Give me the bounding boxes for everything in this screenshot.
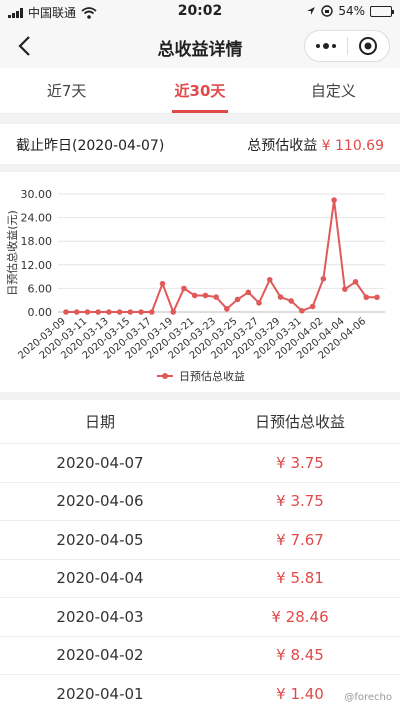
data-point: [245, 289, 252, 296]
data-point: [266, 276, 273, 283]
earnings-summary: 截止昨日(2020-04-07) 总预估收益 ¥ 110.69: [0, 124, 400, 164]
back-arrow-icon[interactable]: [14, 34, 38, 58]
table-row: 2020-04-06 ¥ 3.75: [0, 483, 400, 521]
data-point: [224, 306, 230, 312]
data-point: [342, 286, 348, 292]
data-point: [106, 309, 112, 315]
earnings-chart: 0.00 6.00 12.00 18.00 24.00 30.00 日预估总收益(元) 202…: [0, 172, 400, 392]
data-point: [320, 275, 327, 282]
data-point: [331, 197, 337, 203]
tab-custom[interactable]: 自定义: [310, 82, 356, 100]
table-row: 2020-04-01 ¥ 1.40: [0, 675, 400, 711]
row-date: 2020-04-02: [56, 646, 144, 665]
row-value: ¥ 7.67: [276, 530, 324, 549]
data-point: [309, 303, 316, 310]
watermark: @forecho: [344, 692, 392, 703]
capsule-divider: [346, 37, 348, 55]
data-point: [213, 294, 219, 300]
daily-earnings-table: 日期 日预估总收益 2020-04-07 ¥ 3.75 2020-04-06 ¥ 3…: [0, 400, 400, 711]
status-bar: 中国联通 20:02 54%: [0, 0, 400, 24]
data-point: [299, 308, 305, 314]
close-miniprogram-button[interactable]: [348, 31, 390, 61]
tab-7-days[interactable]: 近7天: [46, 82, 87, 100]
rotation-lock-icon: [321, 5, 334, 17]
header-date: 日期: [84, 413, 115, 431]
wifi-icon: [81, 6, 97, 19]
row-date: 2020-04-05: [56, 530, 144, 549]
battery-icon: [370, 5, 394, 17]
row-value: ¥ 5.81: [276, 569, 324, 588]
data-point: [138, 309, 144, 315]
total-earnings-label: 总预估收益: [247, 138, 318, 154]
tab-30-days[interactable]: 近30天: [133, 68, 266, 113]
line-chart: 0.006.0012.0018.0024.0030.00日预估总收益(元)202…: [5, 188, 385, 383]
table-row: 2020-04-05 ¥ 7.67: [0, 521, 400, 560]
more-button[interactable]: [305, 31, 347, 61]
page-title: 总收益详情: [157, 40, 243, 60]
data-point: [363, 294, 370, 301]
row-date: 2020-04-04: [56, 569, 144, 588]
data-point: [63, 309, 69, 315]
carrier-name: 中国联通: [28, 6, 77, 20]
table-header: 日期 日预估总收益: [0, 400, 400, 444]
target-circle-icon: [359, 37, 378, 55]
data-point: [288, 298, 295, 304]
data-point: [256, 300, 262, 306]
battery-percent: 54%: [338, 4, 365, 18]
data-point: [116, 309, 123, 315]
table-row: 2020-04-07 ¥ 3.75: [0, 444, 400, 483]
cellular-signal-icon: [8, 7, 23, 18]
row-value: ¥ 3.75: [276, 492, 324, 511]
legend-marker: [162, 373, 168, 379]
y-tick-label: 6.00: [28, 282, 53, 295]
data-point: [277, 294, 284, 300]
header-earnings: 日预估总收益: [254, 413, 345, 431]
y-tick-label: 18.00: [21, 235, 53, 248]
series-line: [66, 199, 377, 315]
row-value: ¥ 28.46: [271, 607, 329, 626]
row-date: 2020-04-03: [56, 607, 144, 626]
data-point: [95, 309, 101, 315]
data-point: [170, 309, 177, 315]
as-of-date: 截止昨日(2020-04-07): [16, 138, 165, 154]
data-point: [159, 280, 166, 287]
y-tick-label: 30.00: [21, 188, 53, 201]
row-value: ¥ 8.45: [276, 646, 324, 665]
data-point: [202, 292, 209, 299]
location-icon: [307, 7, 316, 15]
data-point: [234, 296, 241, 303]
status-left: 中国联通: [8, 4, 97, 21]
data-point: [352, 279, 359, 285]
y-tick-label: 24.00: [21, 212, 53, 225]
row-value: ¥ 1.40: [276, 684, 324, 703]
total-earnings-value: ¥ 110.69: [321, 138, 384, 154]
status-right: 54%: [306, 4, 394, 18]
table-row: 2020-04-03 ¥ 28.46: [0, 598, 400, 637]
nav-bar: 总收益详情: [0, 24, 400, 68]
data-point: [374, 294, 380, 301]
y-axis-label: 日预估总收益(元): [5, 210, 19, 296]
data-point: [84, 309, 91, 315]
row-value: ¥ 3.75: [276, 453, 324, 472]
legend-label: 日预估总收益: [179, 369, 245, 383]
table-row: 2020-04-02 ¥ 8.45: [0, 637, 400, 675]
y-tick-label: 12.00: [21, 259, 53, 272]
row-date: 2020-04-06: [56, 492, 144, 511]
data-point: [191, 292, 198, 299]
more-dots-icon: [315, 43, 336, 49]
data-point: [127, 309, 134, 315]
mini-program-capsule: [304, 30, 390, 62]
data-point: [181, 285, 187, 292]
y-tick-label: 0.00: [28, 306, 53, 319]
table-row: 2020-04-04 ¥ 5.81: [0, 560, 400, 598]
data-point: [148, 309, 155, 315]
status-time: 20:02: [177, 3, 223, 19]
data-point: [73, 309, 80, 315]
row-date: 2020-04-07: [56, 453, 144, 472]
total-earnings: 总预估收益 ¥ 110.69: [247, 135, 384, 155]
row-date: 2020-04-01: [56, 684, 144, 703]
range-tabs: 近7天 近30天 自定义: [0, 68, 400, 114]
